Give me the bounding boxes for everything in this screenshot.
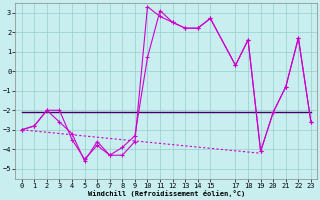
X-axis label: Windchill (Refroidissement éolien,°C): Windchill (Refroidissement éolien,°C): [88, 190, 245, 197]
